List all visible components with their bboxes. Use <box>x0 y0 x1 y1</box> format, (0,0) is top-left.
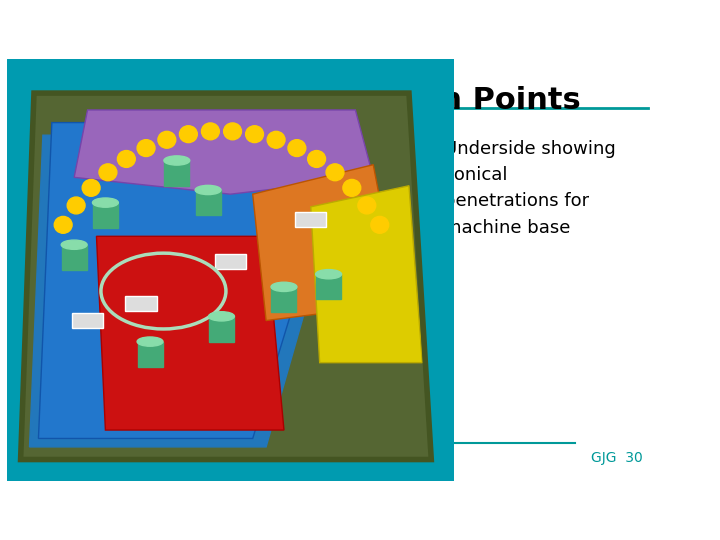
Circle shape <box>137 140 155 157</box>
Circle shape <box>117 151 135 167</box>
Bar <box>196 190 220 215</box>
Bar <box>316 274 341 300</box>
Bar <box>93 202 118 228</box>
Bar <box>271 287 297 312</box>
Circle shape <box>202 123 220 140</box>
Polygon shape <box>74 110 373 194</box>
Circle shape <box>267 131 285 148</box>
Bar <box>209 316 234 342</box>
Bar <box>215 254 246 269</box>
Text: Cryostat PDR: Cryostat PDR <box>323 451 415 465</box>
Ellipse shape <box>164 156 190 165</box>
Ellipse shape <box>271 282 297 292</box>
Bar <box>72 313 103 328</box>
Polygon shape <box>21 93 431 460</box>
Ellipse shape <box>195 185 221 194</box>
Circle shape <box>343 179 361 196</box>
Circle shape <box>246 126 264 143</box>
Polygon shape <box>30 135 328 447</box>
Text: Underside showing
conical
penetrations for
machine base: Underside showing conical penetrations f… <box>444 140 616 237</box>
Circle shape <box>179 126 197 143</box>
Bar <box>164 160 189 186</box>
Bar <box>62 245 86 270</box>
Text: Design Points: Design Points <box>344 85 581 114</box>
Polygon shape <box>311 186 423 363</box>
Circle shape <box>224 123 241 140</box>
Polygon shape <box>38 123 320 438</box>
Circle shape <box>326 164 344 181</box>
Bar <box>125 296 157 311</box>
Circle shape <box>371 217 389 233</box>
Bar <box>295 212 326 227</box>
Polygon shape <box>253 165 400 321</box>
Ellipse shape <box>209 312 235 321</box>
Ellipse shape <box>137 337 163 346</box>
Circle shape <box>307 151 325 167</box>
Circle shape <box>82 179 100 196</box>
Polygon shape <box>96 237 284 430</box>
Ellipse shape <box>61 240 87 249</box>
Ellipse shape <box>315 269 341 279</box>
Circle shape <box>99 164 117 181</box>
Circle shape <box>67 197 85 214</box>
Text: NCSX: NCSX <box>98 99 182 126</box>
Circle shape <box>358 197 376 214</box>
Circle shape <box>54 217 72 233</box>
Bar <box>138 342 163 367</box>
Ellipse shape <box>92 198 118 207</box>
Circle shape <box>158 131 176 148</box>
Text: April 22, 2005: April 22, 2005 <box>96 451 193 465</box>
Circle shape <box>288 140 306 157</box>
Text: GJG  30: GJG 30 <box>590 451 642 465</box>
